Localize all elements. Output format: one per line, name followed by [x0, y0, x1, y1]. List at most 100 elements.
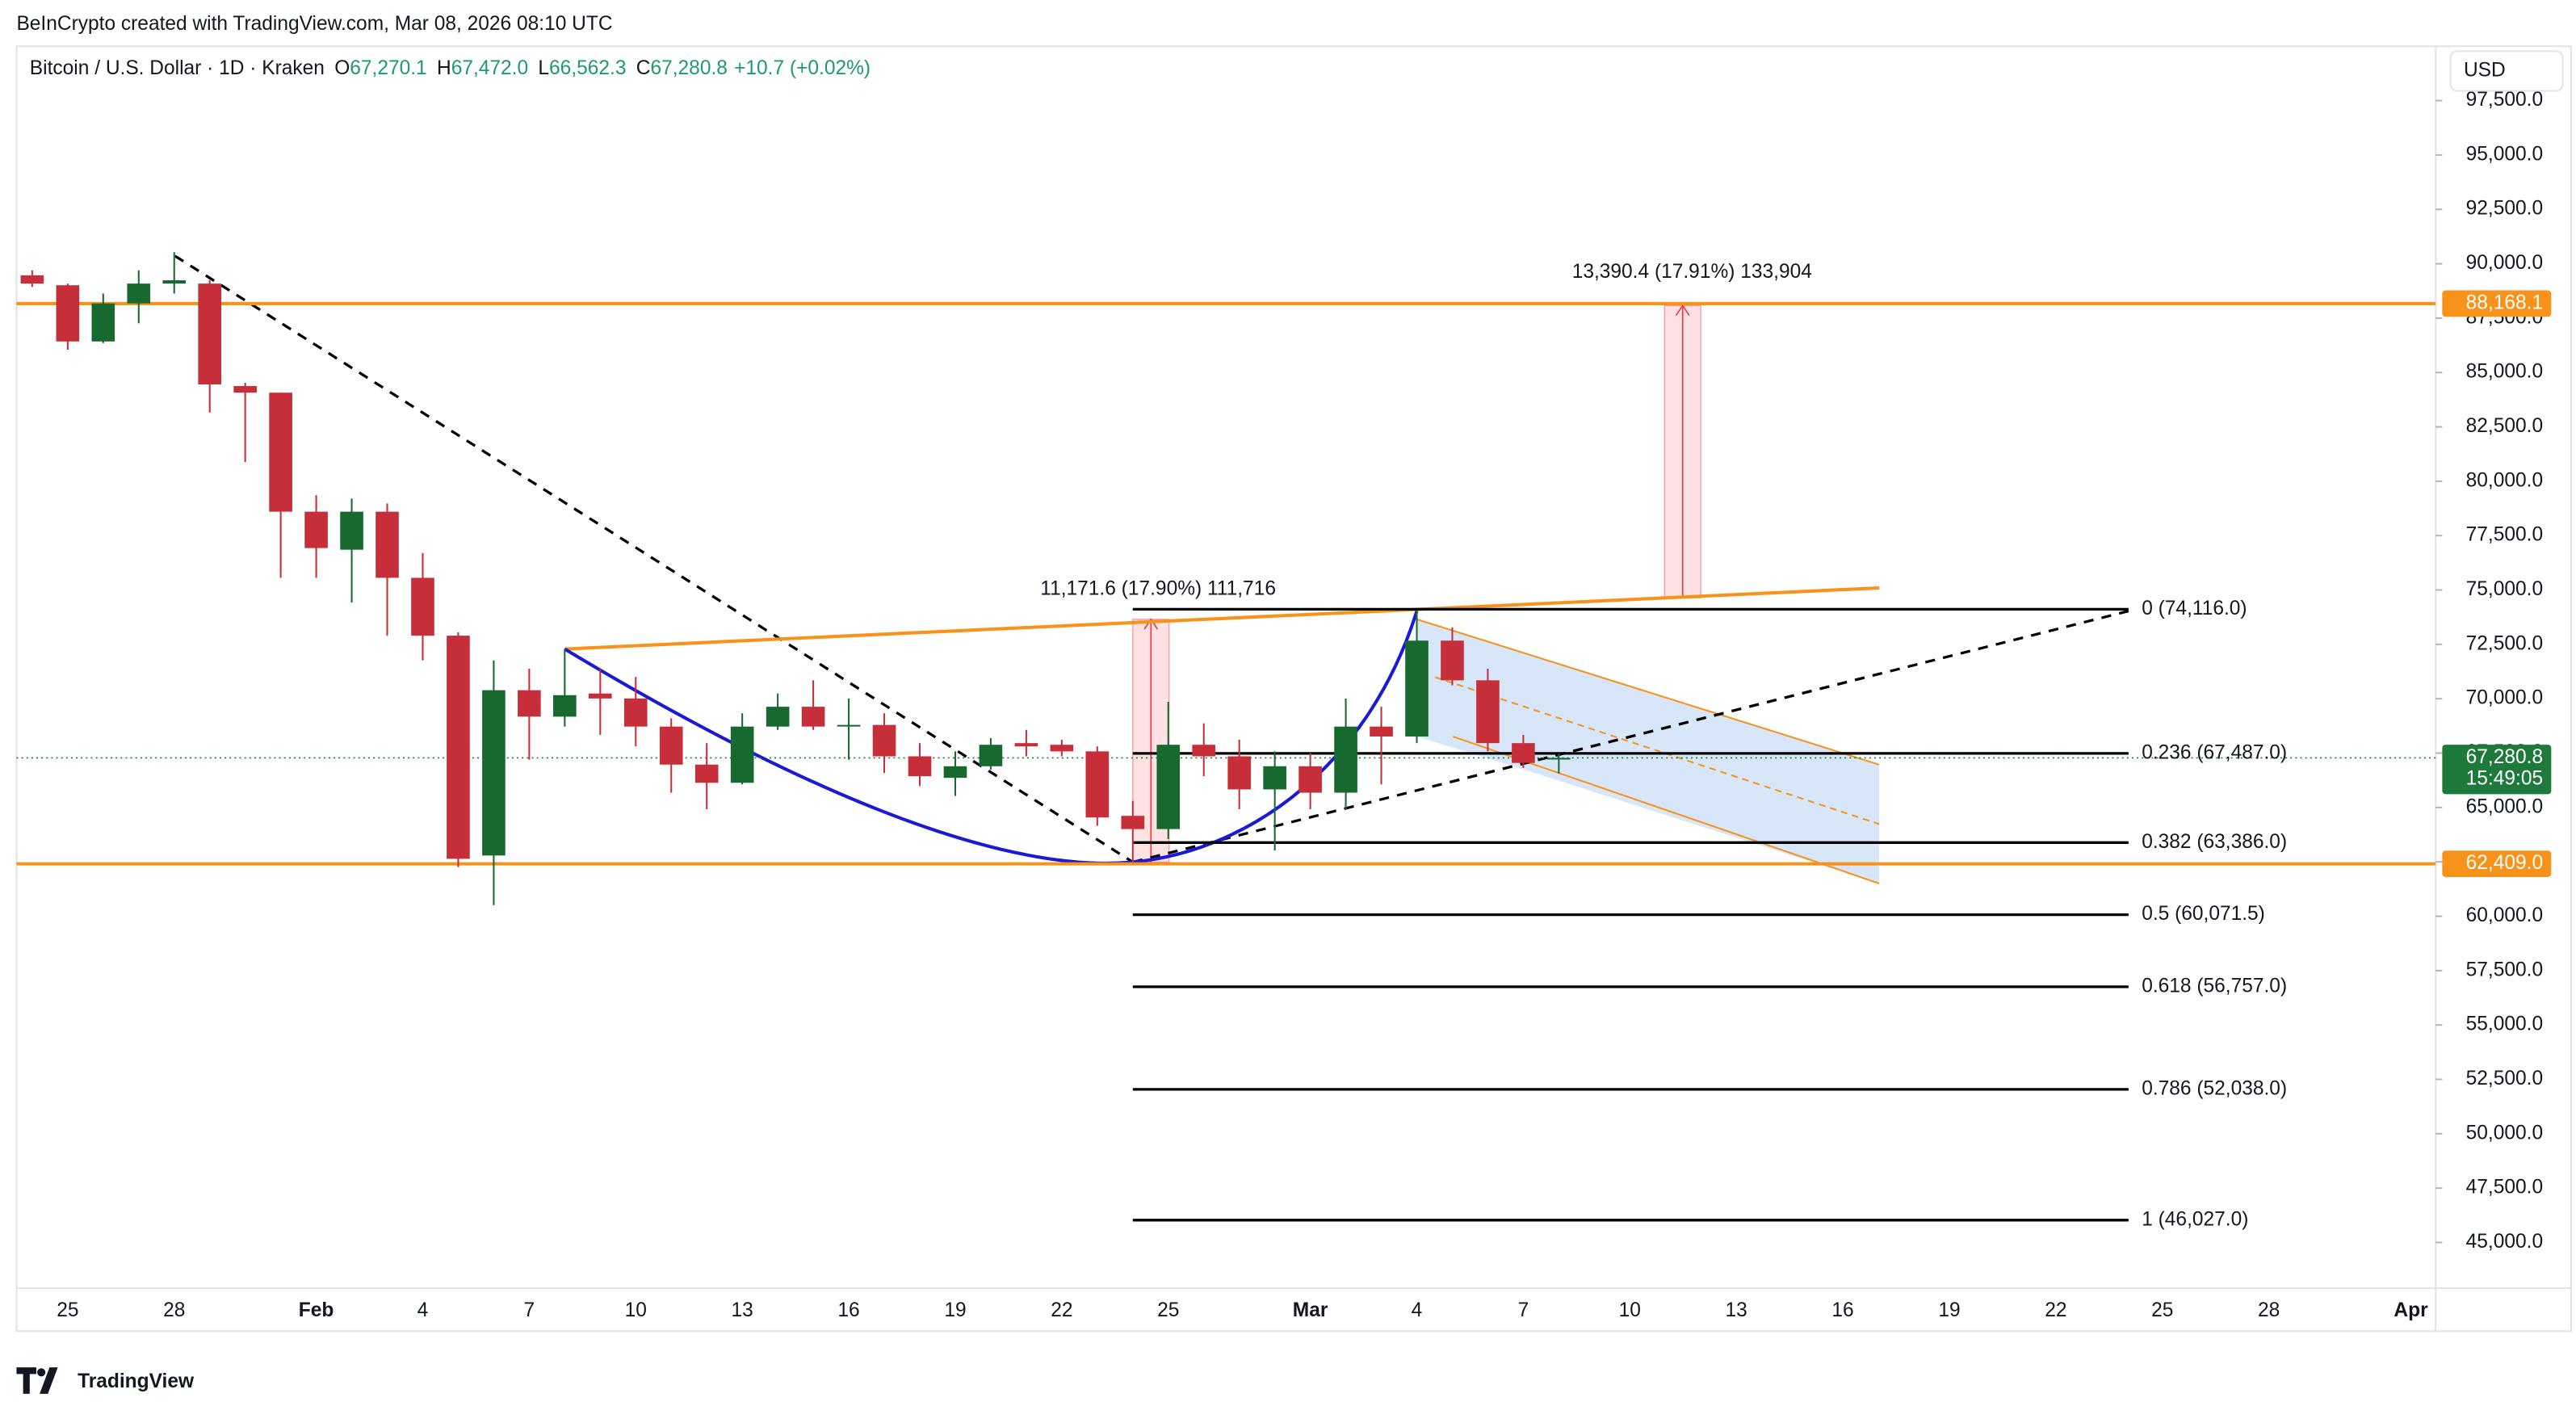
brand: TradingView [78, 1371, 195, 1392]
fib-label: 1 (46,027.0) [2142, 1208, 2248, 1230]
x-tick-label: 10 [1619, 1299, 1641, 1321]
candle-body [1085, 751, 1110, 818]
candle-body [162, 280, 187, 284]
candle-body [1298, 766, 1322, 793]
channel-upper [1416, 618, 1880, 766]
fib-label: 0.5 (60,071.5) [2142, 903, 2265, 925]
ohlc-key: H [437, 57, 451, 79]
change: +10.7 (+0.02%) [734, 57, 871, 79]
x-tick-label: 16 [837, 1299, 859, 1321]
y-tick-label: 82,500.0 [2466, 415, 2543, 437]
x-tick-label: 13 [1726, 1299, 1747, 1321]
candle-body [447, 636, 470, 859]
downtrend-line [174, 254, 1134, 863]
currency[interactable]: USD [2464, 59, 2506, 81]
x-tick-label: 4 [417, 1299, 429, 1321]
x-tick-label: 10 [625, 1299, 647, 1321]
x-tick-label: 25 [57, 1299, 78, 1321]
y-tick-label: 45,000.0 [2466, 1231, 2543, 1253]
candle-body [1512, 743, 1535, 763]
candle-body [411, 577, 434, 636]
symbol: Bitcoin / U.S. Dollar · 1D · Kraken [30, 57, 325, 79]
candle-body [20, 275, 44, 284]
candle-body [694, 764, 719, 783]
channel-mid [1434, 676, 1880, 825]
x-tick-label: Apr [2393, 1299, 2428, 1321]
uptrend-line [1132, 610, 2129, 864]
candle-body [1156, 745, 1181, 829]
candle-body [233, 386, 257, 393]
x-tick-label: 7 [1518, 1299, 1529, 1321]
candle-body [91, 303, 115, 342]
ohlc-value: 66,562.3 [549, 57, 626, 79]
candle-body [269, 392, 292, 512]
x-tick-label: 28 [2258, 1299, 2280, 1321]
ohlc-key: L [538, 57, 549, 79]
y-tick-label: 92,500.0 [2466, 198, 2543, 220]
y-tick-label: 60,000.0 [2466, 905, 2543, 926]
candle-body [1334, 726, 1357, 793]
candle-body [340, 511, 363, 550]
price-tag-label: 88,168.1 [2466, 292, 2543, 313]
y-tick-label: 80,000.0 [2466, 469, 2543, 491]
y-tick-label: 50,000.0 [2466, 1122, 2543, 1144]
candle-body [198, 283, 222, 384]
candle-body [659, 726, 683, 765]
price-tag [2442, 745, 2552, 795]
candle-body [837, 724, 861, 727]
x-tick-label: 13 [732, 1299, 753, 1321]
candle-body [1014, 743, 1038, 747]
symbol-line: Bitcoin / U.S. Dollar · 1D · Kraken O67,2… [30, 57, 871, 79]
y-tick-label: 65,000.0 [2466, 795, 2543, 817]
price-tag [2442, 290, 2552, 317]
candle-body [1227, 756, 1251, 790]
y-tick-label: 70,000.0 [2466, 687, 2543, 709]
currency-button[interactable] [2449, 50, 2564, 92]
countdown: 15:49:05 [2466, 767, 2543, 789]
y-tick-label: 85,000.0 [2466, 361, 2543, 383]
candle-body [872, 724, 896, 757]
x-tick-label: 25 [2151, 1299, 2173, 1321]
x-tick-label: Mar [1293, 1299, 1328, 1321]
candle-body [1263, 766, 1286, 790]
x-tick-label: 16 [1831, 1299, 1853, 1321]
candle-body [943, 766, 967, 779]
y-tick-label: 72,500.0 [2466, 632, 2543, 654]
price-tag-label: 67,280.8 [2466, 746, 2543, 768]
ohlc-value: 67,280.8 [650, 57, 727, 79]
x-tick-label: 7 [524, 1299, 535, 1321]
candles [20, 252, 1571, 905]
y-tick-label: 57,500.0 [2466, 959, 2543, 980]
y-tick-label: 90,000.0 [2466, 252, 2543, 274]
x-tick-label: 28 [163, 1299, 185, 1321]
candle-body [482, 690, 506, 856]
measure-arrowhead [1675, 304, 1690, 317]
credit: BeInCrypto created with TradingView.com,… [16, 13, 612, 35]
candle-body [1050, 745, 1074, 752]
candle-body [127, 283, 151, 304]
candle-body [1121, 816, 1145, 829]
candle-body [623, 698, 648, 727]
x-tick-label: 25 [1157, 1299, 1179, 1321]
x-tick-label: 4 [1412, 1299, 1423, 1321]
chart-frame [15, 45, 2572, 1333]
y-tick-label: 75,000.0 [2466, 578, 2543, 600]
drawings [174, 254, 2129, 884]
candle-body [588, 693, 612, 699]
candle-body [979, 745, 1003, 766]
candle-body [908, 756, 932, 777]
y-tick-label: 97,500.0 [2466, 89, 2543, 111]
neckline [564, 586, 1880, 651]
cup-curve [564, 611, 1419, 865]
fib-label: 0.236 (67,487.0) [2142, 741, 2287, 763]
ohlc-key: O [334, 57, 350, 79]
candle-body [553, 695, 577, 717]
fib-label: 0.382 (63,386.0) [2142, 831, 2287, 853]
ohlc-value: 67,270.1 [350, 57, 426, 79]
candle-body [766, 707, 790, 727]
candle-body [56, 285, 80, 342]
x-tick-label: 19 [944, 1299, 966, 1321]
candle-body [518, 690, 541, 717]
measure-arrowhead [1143, 618, 1159, 630]
candle-body [730, 726, 754, 783]
